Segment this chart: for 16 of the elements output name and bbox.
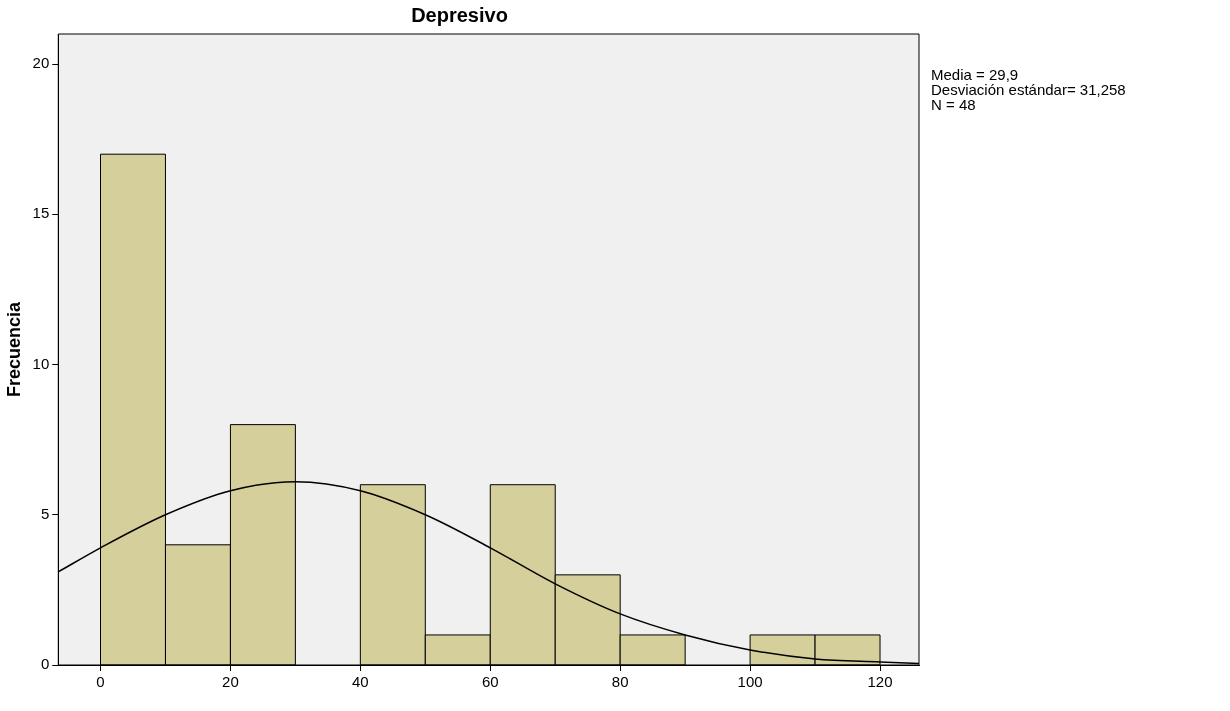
x-tick-label: 40 xyxy=(352,673,369,691)
x-tick-label: 60 xyxy=(481,673,499,691)
y-tick-label: 0 xyxy=(40,655,50,673)
text: Media = 29,9 xyxy=(931,65,1019,83)
y-axis-title: Frecuencia xyxy=(3,300,24,398)
y-tick-label: 5 xyxy=(40,504,50,522)
y-tick-label: 20 xyxy=(32,54,50,72)
y-tick-label: 10 xyxy=(32,354,50,372)
x-tick-label: 80 xyxy=(611,673,629,691)
text: N = 48 xyxy=(931,95,976,113)
chart-title: Depresivo xyxy=(411,3,508,26)
x-tick-label: 120 xyxy=(867,673,893,691)
y-tick-label: 15 xyxy=(32,204,50,222)
x-tick-label: 0 xyxy=(96,673,105,691)
x-tick-label: 20 xyxy=(222,673,239,691)
x-tick-label: 100 xyxy=(737,673,763,691)
